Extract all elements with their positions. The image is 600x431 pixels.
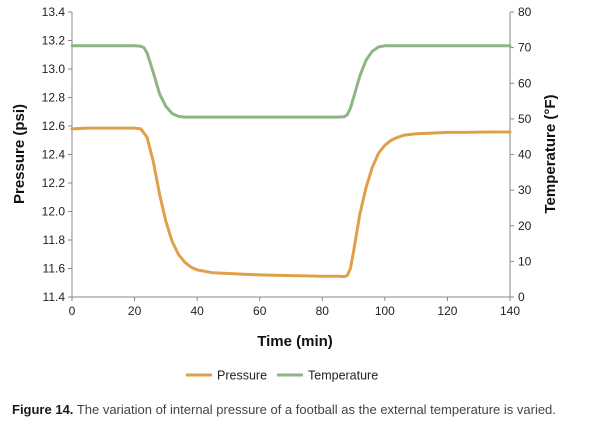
y-axis-right-title: Temperature (°F) xyxy=(542,94,559,213)
figure-caption: Figure 14. The variation of internal pre… xyxy=(12,402,597,417)
dual-axis-line-chart: 0 20 40 60 80 100 120 140 11.411.611.812.012.21… xyxy=(11,5,559,383)
legend-label-temperature: Temperature xyxy=(308,369,378,383)
y-right-ticks: 0 10 20 30 40 50 60 70 80 xyxy=(510,5,532,304)
y-right-tick-label: 40 xyxy=(518,148,532,162)
x-tick-label: 60 xyxy=(253,304,267,318)
y-axis-left-title: Pressure (psi) xyxy=(11,104,28,204)
y-right-tick-label: 30 xyxy=(518,183,532,197)
y-left-tick-label: 12.8 xyxy=(42,91,66,105)
y-left-tick-label: 12.6 xyxy=(42,119,66,133)
y-right-tick-label: 60 xyxy=(518,76,532,90)
y-left-ticks: 11.4 11.6 11.8 12.0 12.2 12.4 12.6 12.8 13.0 13.2… xyxy=(42,5,72,304)
x-tick-label: 20 xyxy=(128,304,142,318)
x-tick-label: 40 xyxy=(190,304,204,318)
x-tick-label: 100 xyxy=(375,304,395,318)
x-tick-label: 80 xyxy=(316,304,330,318)
y-right-tick-label: 80 xyxy=(518,5,532,19)
x-tick-label: 140 xyxy=(500,304,520,318)
x-tick-label: 0 xyxy=(69,304,76,318)
y-left-tick-label: 13.2 xyxy=(42,34,66,48)
caption-label: Figure 14. xyxy=(12,402,74,417)
y-left-tick-label: 12.2 xyxy=(42,176,66,190)
y-left-tick-label: 11.4 xyxy=(43,290,66,304)
y-left-tick-label: 11.6 xyxy=(43,262,66,276)
series-line-pressure xyxy=(70,126,512,279)
x-ticks: 0 20 40 60 80 100 120 140 xyxy=(69,297,520,318)
x-tick-label: 120 xyxy=(437,304,457,318)
series-line-temperature xyxy=(70,44,512,119)
y-left-tick-label: 12.4 xyxy=(42,148,66,162)
legend-label-pressure: Pressure xyxy=(217,369,267,383)
x-axis-title: Time (min) xyxy=(257,333,333,350)
y-left-tick-label: 13.0 xyxy=(42,62,66,76)
y-right-tick-label: 10 xyxy=(518,254,532,268)
y-right-tick-label: 70 xyxy=(518,41,532,55)
series-lines xyxy=(70,44,512,279)
caption-text: The variation of internal pressure of a … xyxy=(76,402,556,417)
y-left-tick-label: 12.0 xyxy=(42,205,66,219)
y-right-tick-label: 50 xyxy=(518,112,532,126)
y-left-tick-label: 13.4 xyxy=(42,5,66,19)
axes xyxy=(71,12,511,298)
legend: Pressure Temperature xyxy=(186,369,378,383)
y-right-tick-label: 0 xyxy=(518,290,525,304)
y-left-tick-label: 11.8 xyxy=(43,233,66,247)
y-right-tick-label: 20 xyxy=(518,219,532,233)
